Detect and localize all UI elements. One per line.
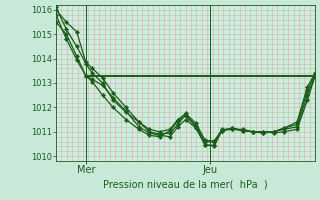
X-axis label: Pression niveau de la mer(  hPa  ): Pression niveau de la mer( hPa ): [103, 179, 268, 189]
